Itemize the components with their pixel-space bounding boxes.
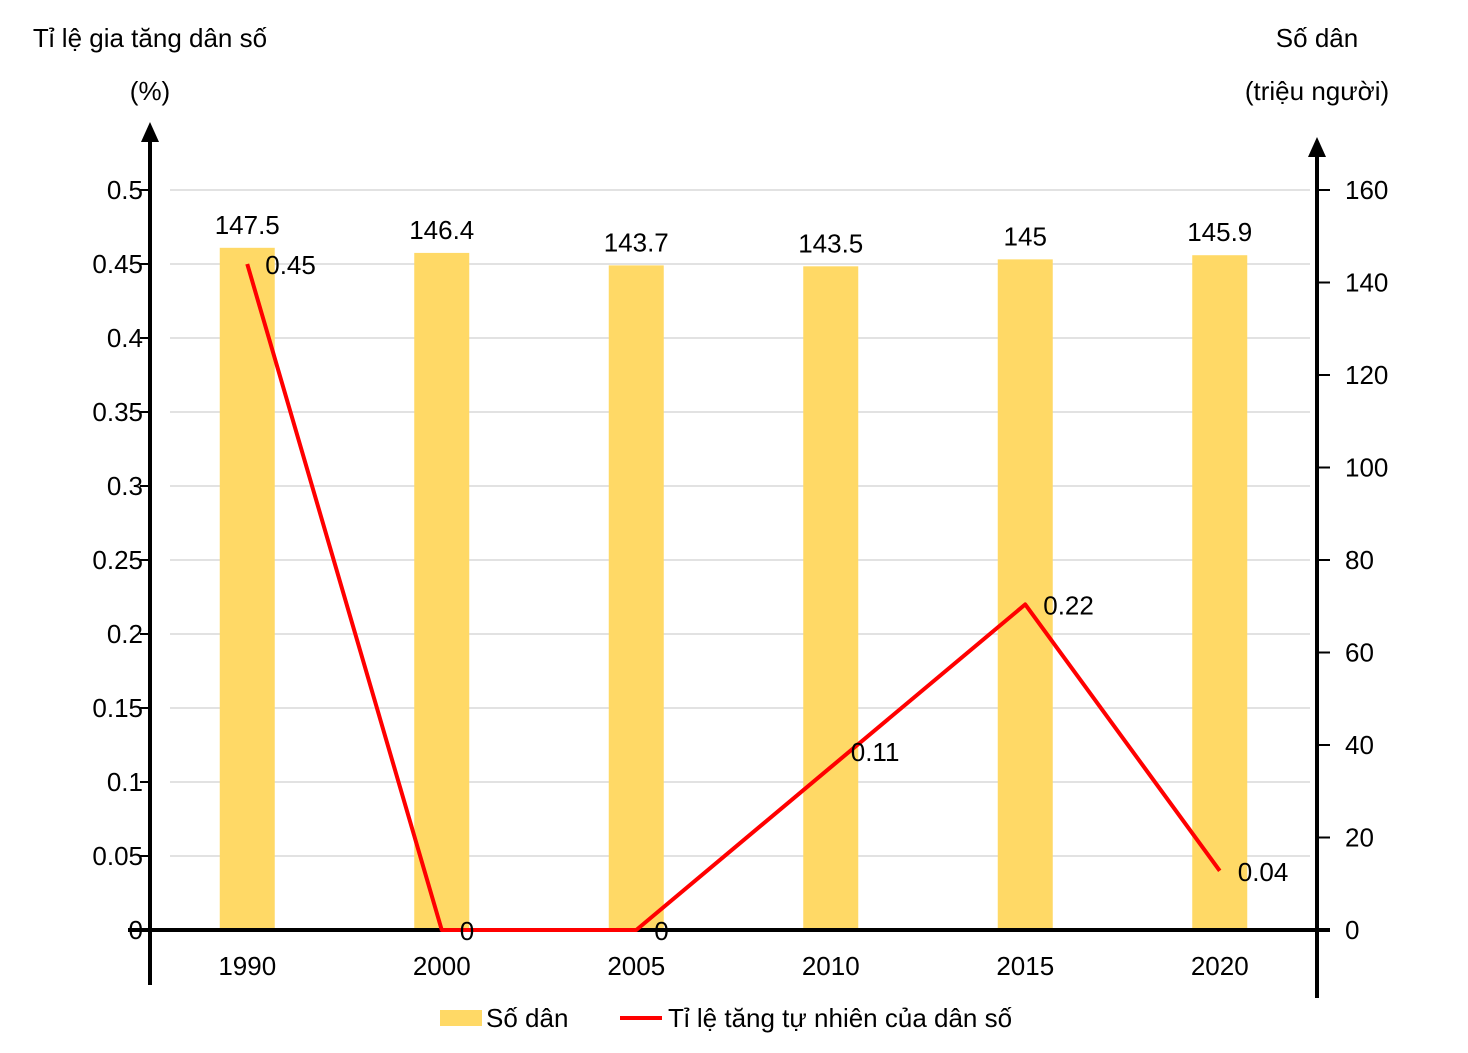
line-value-label: 0 [654,916,668,946]
population-bar [414,252,470,930]
population-bar [803,266,859,930]
legend-bar-label: Số dân [486,1003,568,1033]
left-axis-title: Tỉ lệ gia tăng dân số [33,23,267,53]
left-tick-label: 0.45 [92,249,143,279]
right-axis-title: Số dân [1276,23,1358,53]
left-tick-label: 0.4 [107,323,143,353]
right-tick-label: 60 [1345,638,1374,668]
rate-line-path [245,263,1222,932]
bar-value-label: 143.7 [604,227,669,257]
line-value-label: 0.04 [1238,857,1289,887]
bar-value-label: 143.5 [798,228,863,258]
bar-value-label: 147.5 [215,210,280,240]
line-value-label: 0.22 [1043,590,1094,620]
x-tick-label: 2020 [1191,951,1249,981]
right-tick-label: 120 [1345,360,1388,390]
left-tick-label: 0.35 [92,397,143,427]
bar-value-label: 145.9 [1187,217,1252,247]
population-bar [608,265,664,930]
legend: Số dân Tỉ lệ tăng tự nhiên của dân số [440,1003,1012,1033]
x-tick-label: 1990 [218,951,276,981]
right-axis-arrow [1308,137,1326,157]
data-labels: 147.5 146.4 143.7 143.5 145 145.9 0.45 0 0 0.11 0.… [215,210,1289,946]
left-axis-unit: (%) [130,76,170,106]
line-value-label: 0 [460,916,474,946]
bar-value-label: 146.4 [409,215,474,245]
x-tick-label: 2015 [996,951,1054,981]
axes: 0 0.05 0.1 0.15 0.2 0.25 0.3 0.35 0.4 0.45 0.5 0 20 4… [92,122,1388,998]
population-bar [219,247,275,930]
left-tick-label: 0.15 [92,693,143,723]
gridlines [170,189,1310,857]
bars [219,247,1248,930]
left-tick-label: 0.25 [92,545,143,575]
right-tick-label: 20 [1345,823,1374,853]
right-axis-unit: (triệu người) [1245,76,1389,106]
left-tick-label: 0.05 [92,841,143,871]
right-tick-label: 80 [1345,545,1374,575]
left-axis-arrow [141,122,159,142]
left-tick-label: 0.3 [107,471,143,501]
population-bar [997,259,1053,930]
legend-bar-swatch [440,1010,482,1026]
rate-line [245,263,1222,932]
population-bar [1192,255,1248,930]
right-tick-label: 100 [1345,453,1388,483]
x-tick-label: 2005 [607,951,665,981]
right-tick-label: 40 [1345,730,1374,760]
bar-value-label: 145 [1004,221,1047,251]
right-tick-label: 160 [1345,175,1388,205]
x-tick-label: 2010 [802,951,860,981]
x-tick-label: 2000 [413,951,471,981]
line-value-label: 0.45 [265,250,316,280]
right-tick-label: 0 [1345,915,1359,945]
legend-line-label: Tỉ lệ tăng tự nhiên của dân số [668,1003,1012,1033]
left-tick-label: 0.2 [107,619,143,649]
left-tick-label: 0.1 [107,767,143,797]
line-value-label: 0.11 [851,737,900,767]
right-tick-label: 140 [1345,268,1388,298]
left-tick-label: 0.5 [107,175,143,205]
